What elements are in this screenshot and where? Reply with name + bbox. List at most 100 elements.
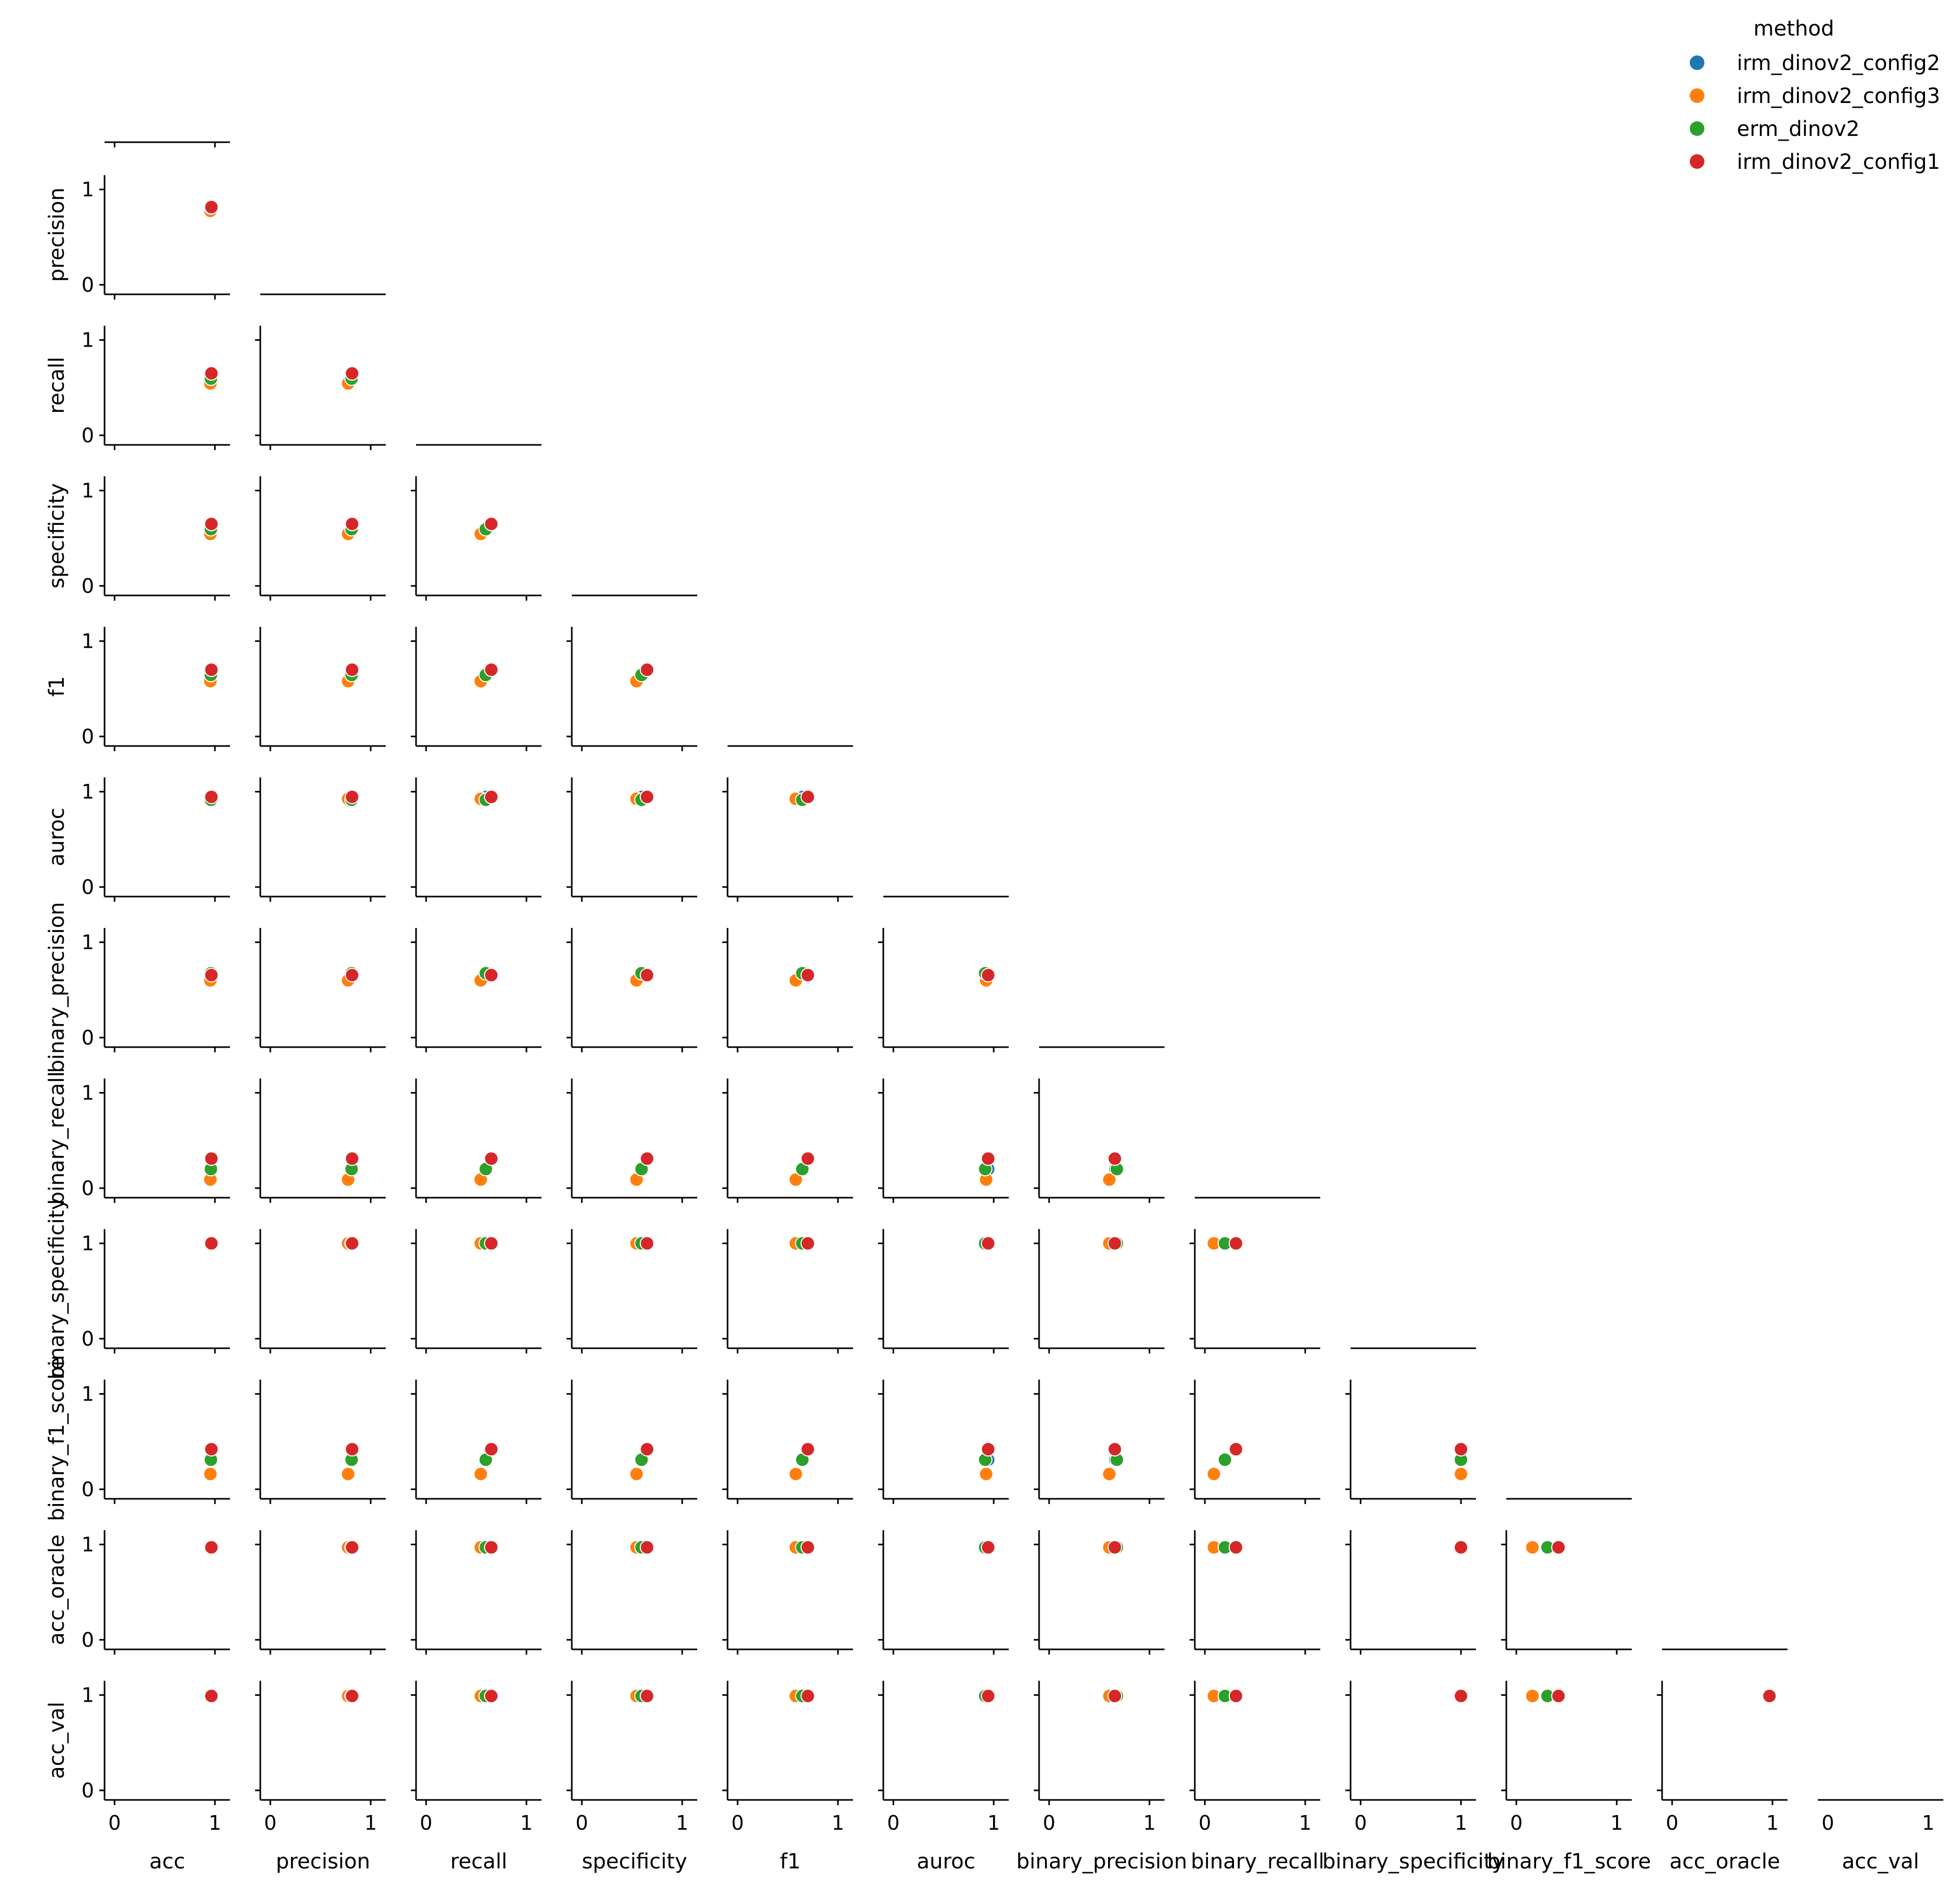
point-irm_dinov2_config1 xyxy=(640,1236,654,1251)
point-irm_dinov2_config1 xyxy=(800,1236,815,1251)
y-tick-label: 1 xyxy=(82,1533,94,1556)
legend-label: erm_dinov2 xyxy=(1737,117,1860,141)
point-irm_dinov2_config1 xyxy=(344,1540,360,1555)
panel-binary_f1_score-vs-auroc xyxy=(878,1380,1009,1504)
panel-acc_oracle-vs-binary_recall xyxy=(1190,1530,1320,1655)
y-axis-label-precision: precision xyxy=(45,188,69,282)
legend-marker xyxy=(1690,55,1704,70)
legend-label: irm_dinov2_config2 xyxy=(1737,51,1940,75)
point-irm_dinov2_config3 xyxy=(473,1466,488,1482)
x-tick-label: 1 xyxy=(209,1811,221,1834)
panel-binary_f1_score-vs-binary_recall xyxy=(1190,1380,1320,1504)
point-irm_dinov2_config1 xyxy=(204,968,219,983)
legend-marker xyxy=(1690,154,1704,169)
point-irm_dinov2_config1 xyxy=(1454,1442,1469,1457)
panel-binary_f1_score-vs-binary_precision xyxy=(1034,1380,1165,1504)
panel-acc_val-vs-specificity xyxy=(567,1681,697,1805)
panel-acc_val-vs-f1 xyxy=(722,1681,853,1805)
x-axis-label-recall: recall xyxy=(451,1850,508,1874)
panel-binary_recall-vs-recall xyxy=(411,1078,541,1203)
x-tick-label: 0 xyxy=(575,1811,588,1834)
point-irm_dinov2_config1 xyxy=(484,789,499,805)
y-axis-label-acc_oracle: acc_oracle xyxy=(45,1534,69,1645)
y-tick-label: 1 xyxy=(82,1683,94,1706)
legend-item-irm_dinov2_config2: irm_dinov2_config2 xyxy=(1690,51,1940,75)
point-irm_dinov2_config1 xyxy=(640,968,654,983)
point-irm_dinov2_config1 xyxy=(800,789,815,805)
y-tick-label: 0 xyxy=(82,1177,94,1200)
y-tick-label: 1 xyxy=(82,178,94,201)
point-irm_dinov2_config1 xyxy=(640,1442,654,1457)
point-irm_dinov2_config1 xyxy=(1228,1236,1243,1251)
x-tick-label: 0 xyxy=(1510,1811,1523,1834)
point-irm_dinov2_config1 xyxy=(204,1540,219,1555)
panel-auroc-vs-precision xyxy=(255,777,386,902)
point-irm_dinov2_config1 xyxy=(484,517,499,532)
point-irm_dinov2_config1 xyxy=(1454,1689,1469,1704)
point-irm_dinov2_config1 xyxy=(204,662,219,678)
point-irm_dinov2_config1 xyxy=(1228,1540,1243,1555)
panel-binary_f1_score-vs-recall xyxy=(411,1380,541,1504)
point-irm_dinov2_config1 xyxy=(981,968,996,983)
point-irm_dinov2_config1 xyxy=(640,662,654,678)
y-tick-label: 1 xyxy=(82,479,94,502)
point-irm_dinov2_config1 xyxy=(1454,1540,1469,1555)
panel-binary_recall-vs-f1 xyxy=(722,1078,853,1203)
point-irm_dinov2_config1 xyxy=(204,1236,219,1251)
point-irm_dinov2_config3 xyxy=(1525,1689,1540,1704)
point-irm_dinov2_config3 xyxy=(629,1466,644,1482)
y-axis-label-binary_f1_score: binary_f1_score xyxy=(45,1357,69,1521)
point-irm_dinov2_config1 xyxy=(484,1442,499,1457)
point-irm_dinov2_config1 xyxy=(484,1689,499,1704)
y-tick-label: 1 xyxy=(82,1382,94,1405)
panel-f1-vs-recall xyxy=(411,627,541,751)
point-irm_dinov2_config1 xyxy=(344,968,360,983)
panel-f1-vs-precision xyxy=(255,627,386,751)
panel-specificity-vs-recall xyxy=(411,476,541,601)
panel-acc_val-vs-binary_f1_score xyxy=(1501,1681,1632,1805)
x-axis-label-binary_precision: binary_precision xyxy=(1017,1850,1187,1874)
legend-item-irm_dinov2_config1: irm_dinov2_config1 xyxy=(1690,150,1940,174)
legend-marker xyxy=(1690,121,1704,136)
panel-binary_f1_score-vs-specificity xyxy=(567,1380,697,1504)
legend-marker xyxy=(1690,88,1704,103)
panel-acc_oracle-vs-precision xyxy=(255,1530,386,1655)
x-axis-label-binary_specificity: binary_specificity xyxy=(1322,1850,1504,1874)
panel-binary_precision-vs-f1 xyxy=(722,928,853,1052)
panel-binary_recall-vs-precision xyxy=(255,1078,386,1203)
panel-binary_f1_score-vs-precision xyxy=(255,1380,386,1504)
point-irm_dinov2_config1 xyxy=(1107,1540,1122,1555)
x-tick-label: 0 xyxy=(1043,1811,1055,1834)
legend-item-erm_dinov2: erm_dinov2 xyxy=(1690,117,1860,141)
x-axis-label-acc_oracle: acc_oracle xyxy=(1669,1850,1780,1874)
panel-acc_val-vs-auroc xyxy=(878,1681,1009,1805)
x-tick-label: 1 xyxy=(1299,1811,1311,1834)
panel-binary_recall-vs-auroc xyxy=(878,1078,1009,1203)
x-axis-label-acc: acc xyxy=(149,1850,186,1874)
point-irm_dinov2_config1 xyxy=(640,1689,654,1704)
point-irm_dinov2_config1 xyxy=(484,1236,499,1251)
y-tick-label: 0 xyxy=(82,273,94,296)
panel-f1-vs-acc: 01 xyxy=(82,627,230,751)
point-irm_dinov2_config1 xyxy=(204,1442,219,1457)
point-irm_dinov2_config3 xyxy=(1206,1466,1221,1482)
y-tick-label: 0 xyxy=(82,424,94,447)
x-axis-label-auroc: auroc xyxy=(917,1850,975,1874)
panel-auroc-vs-f1 xyxy=(722,777,853,902)
legend-label: irm_dinov2_config1 xyxy=(1737,150,1940,174)
panel-acc_val-vs-binary_specificity xyxy=(1345,1681,1476,1805)
point-irm_dinov2_config1 xyxy=(800,968,815,983)
panel-binary_precision-vs-precision xyxy=(255,928,386,1052)
panel-acc_oracle-vs-recall xyxy=(411,1530,541,1655)
x-tick-label: 1 xyxy=(1922,1811,1934,1834)
x-tick-label: 0 xyxy=(1198,1811,1211,1834)
y-tick-label: 0 xyxy=(82,1026,94,1049)
point-irm_dinov2_config3 xyxy=(1102,1172,1117,1187)
point-irm_dinov2_config1 xyxy=(344,789,360,805)
point-irm_dinov2_config1 xyxy=(1762,1689,1777,1704)
x-tick-label: 0 xyxy=(420,1811,432,1834)
point-irm_dinov2_config1 xyxy=(1551,1689,1566,1704)
point-irm_dinov2_config1 xyxy=(1107,1442,1122,1457)
panel-f1-vs-specificity xyxy=(567,627,697,751)
point-irm_dinov2_config1 xyxy=(640,789,654,805)
